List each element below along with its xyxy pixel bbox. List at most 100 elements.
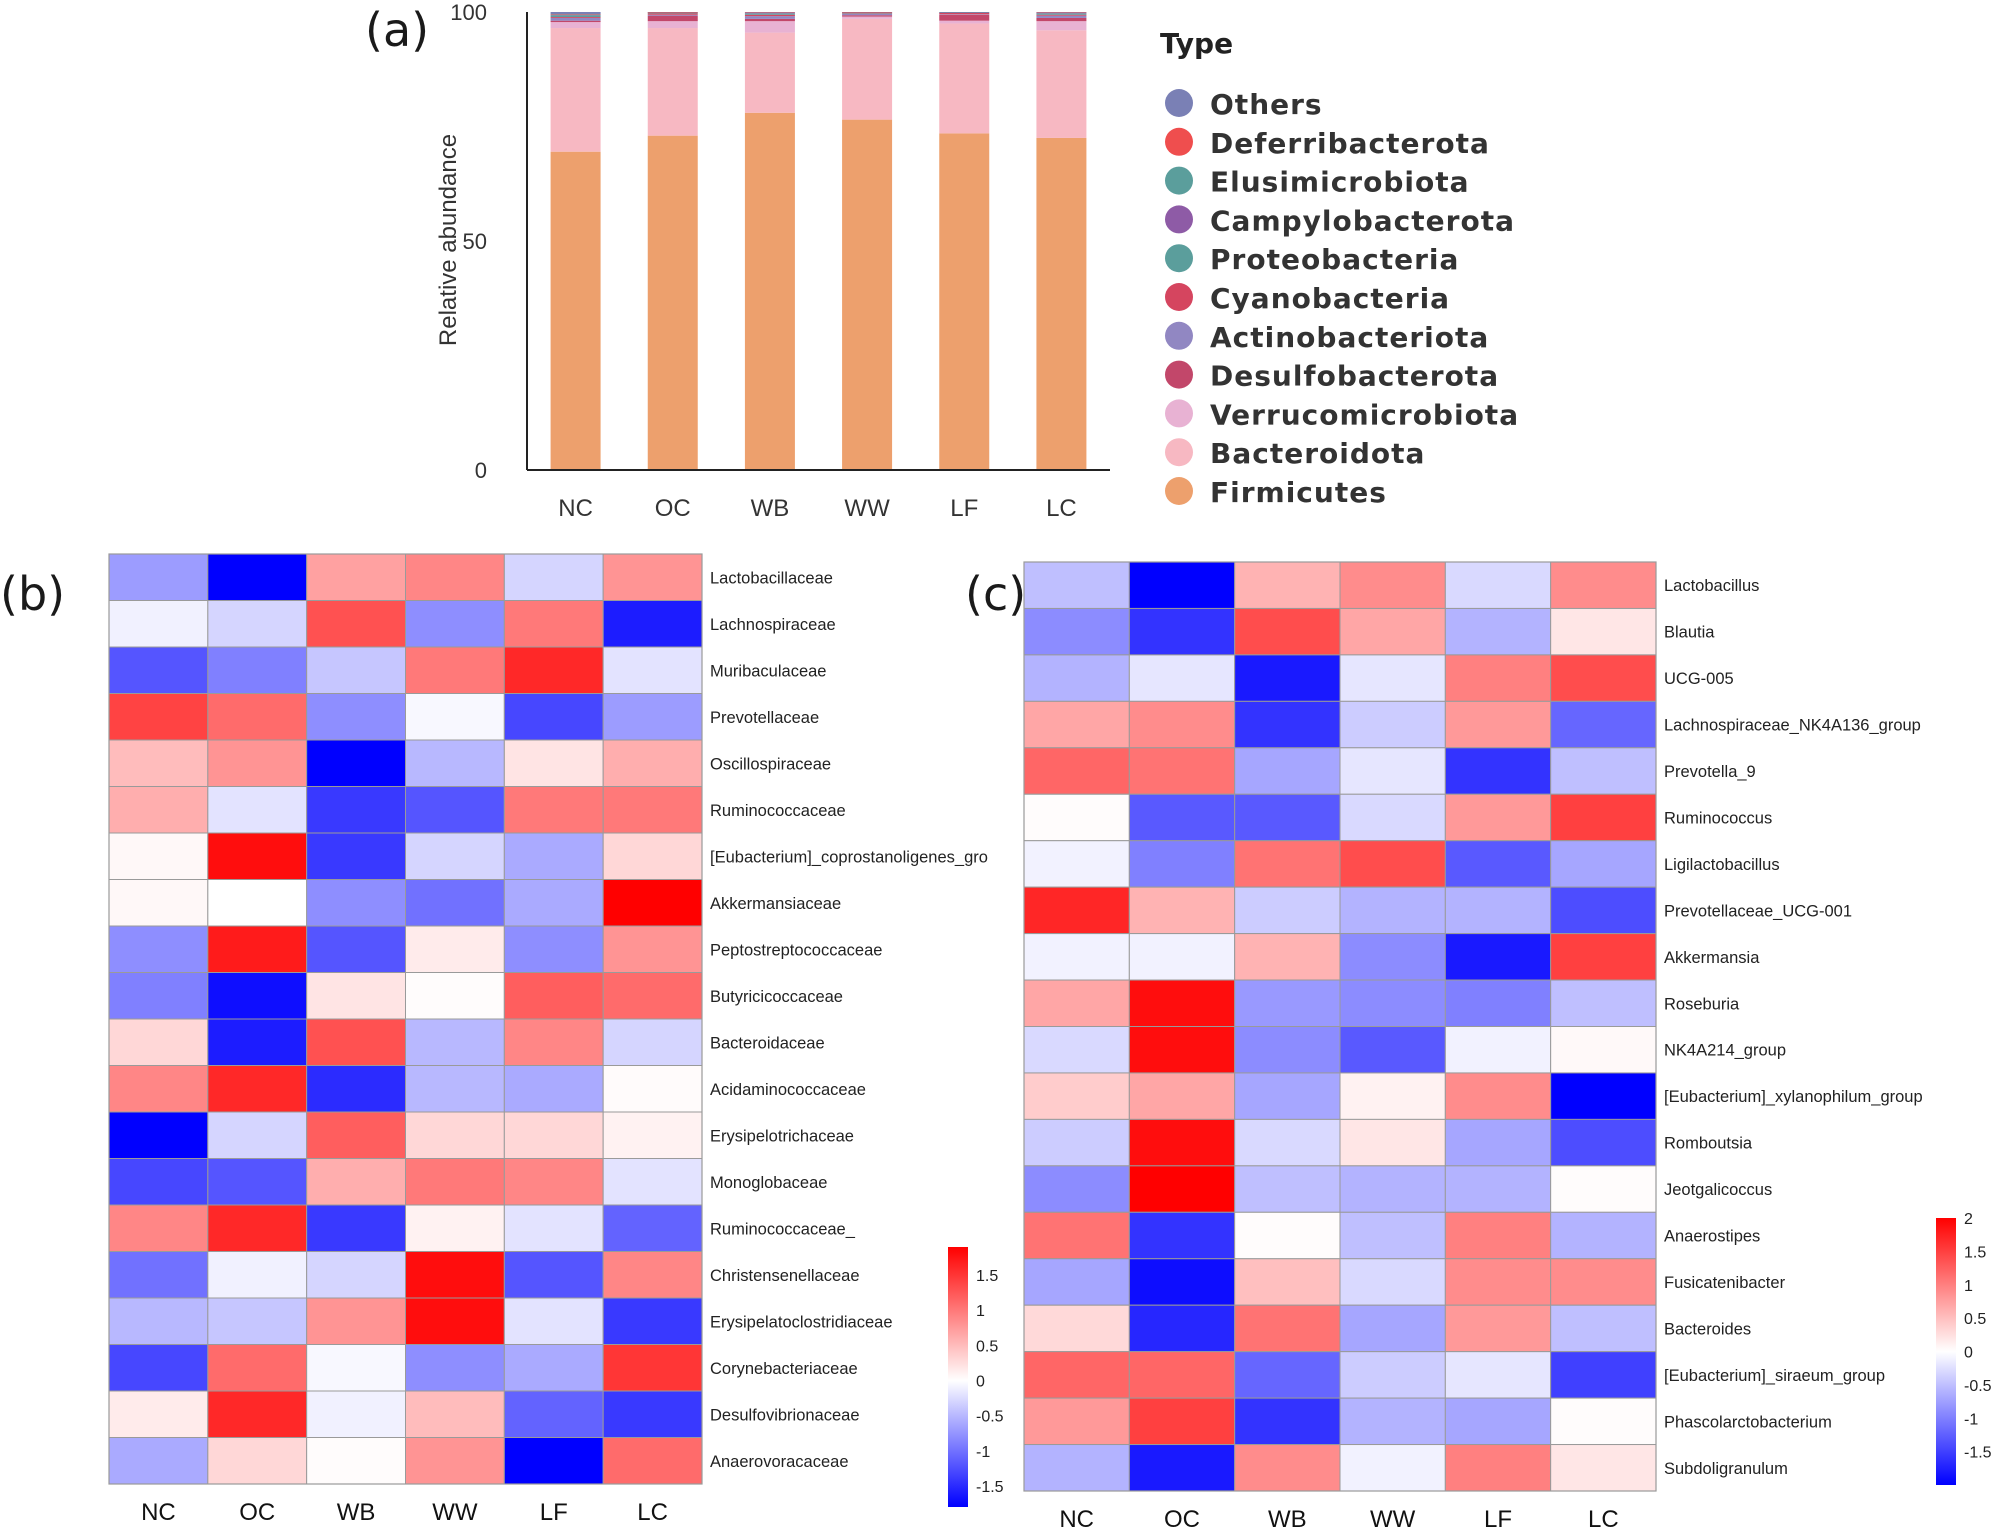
- heatmap-cell-phascolarctobacterium-ww: [1339, 1397, 1446, 1446]
- row-label-subdoligranulum: Subdoligranulum: [1664, 1460, 1788, 1478]
- heatmap-cell-prevotella-9-lf: [1444, 747, 1552, 795]
- heatmap-cell-corynebacteriaceae-nc: [108, 1344, 209, 1392]
- bar-desulfobacterota-ww: [842, 15, 893, 17]
- heatmap-cell-bacteroidaceae-ww: [405, 1018, 505, 1066]
- heatmap-cell-lactobacillus-lc: [1550, 561, 1657, 609]
- heatmap-cell-subdoligranulum-ww: [1339, 1444, 1446, 1492]
- heatmap-cell-eubacterium-xylanophilum-group-lc: [1550, 1072, 1657, 1120]
- heatmap-cell-ucg-005-lc: [1550, 654, 1657, 702]
- bar-elusimicrobiota-lc: [1036, 12, 1087, 14]
- heatmap-cell-desulfovibrionaceae-ww: [405, 1390, 505, 1438]
- row-label-lachnospiraceae-nk4a136-group: Lachnospiraceae_NK4A136_group: [1664, 717, 1921, 735]
- bar-deferribacterota-oc: [647, 12, 698, 13]
- colorbar-tick-label: 0: [976, 1374, 985, 1391]
- panel-label-a: (a): [365, 3, 429, 57]
- row-label-muribaculaceae: Muribaculaceae: [710, 662, 826, 680]
- heatmap-cell-anaerostipes-lf: [1444, 1211, 1552, 1260]
- heatmap-cell-erysipelotrichaceae-ww: [405, 1111, 505, 1159]
- heatmap-cell-muribaculaceae-nc: [108, 646, 209, 694]
- heatmap-cell-phascolarctobacterium-lf: [1444, 1397, 1552, 1446]
- heatmap-cell-monoglobaceae-lc: [602, 1158, 703, 1206]
- heatmap-cell-blautia-lc: [1550, 607, 1657, 656]
- heatmap-cell-monoglobaceae-ww: [405, 1158, 505, 1206]
- heatmap-cell-nk4a214-group-nc: [1023, 1026, 1130, 1074]
- heatmap-cell-fusicatenibacter-oc: [1128, 1258, 1236, 1306]
- heatmap-cell-lachnospiraceae-nc: [108, 600, 209, 648]
- heatmap-cell-desulfovibrionaceae-lc: [602, 1390, 703, 1438]
- heatmap-border: [108, 553, 703, 1485]
- legend-label-cyanobacteria: Cyanobacteria: [1210, 282, 1450, 315]
- heatmap-cell-monoglobaceae-lf: [503, 1158, 604, 1206]
- legend-swatch-desulfobacterota: [1165, 360, 1193, 389]
- heatmap-cell-ucg-005-nc: [1023, 654, 1130, 702]
- heatmap-cell-nk4a214-group-lc: [1550, 1026, 1657, 1074]
- bar-campylobacterota-lc: [1036, 13, 1087, 14]
- heatmap-cell-oscillospiraceae-oc: [207, 739, 308, 787]
- heatmap-cell-blautia-oc: [1128, 607, 1236, 656]
- heatmap-cell-ruminococcaceae-oc: [207, 1204, 308, 1252]
- heatmap-cell-lactobacillus-oc: [1128, 561, 1236, 609]
- legend-label-desulfobacterota: Desulfobacterota: [1210, 360, 1499, 393]
- heatmap-cell-prevotella-9-wb: [1234, 747, 1341, 795]
- heatmap-cell-bacteroidaceae-oc: [207, 1018, 308, 1066]
- heatmap-cell-fusicatenibacter-lc: [1550, 1258, 1657, 1306]
- heatmap-cell-subdoligranulum-lc: [1550, 1444, 1657, 1492]
- bar-verrucomicrobiota-wb: [744, 21, 795, 33]
- column-label-lf: LF: [1484, 1506, 1512, 1530]
- legend-swatch-bacteroidota: [1165, 438, 1193, 467]
- bar-firmicutes-nc: [550, 151, 601, 470]
- heatmap-cell-akkermansia-ww: [1339, 933, 1446, 981]
- row-label-prevotellaceae: Prevotellaceae: [710, 709, 819, 727]
- heatmap-cell-lactobacillaceae-oc: [207, 553, 308, 601]
- heatmap-cell-erysipelatoclostridiaceae-lf: [503, 1297, 604, 1345]
- heatmap-cell-prevotellaceae-ucg-001-ww: [1339, 886, 1446, 935]
- bar-verrucomicrobiota-nc: [550, 22, 601, 29]
- heatmap-cell-ruminococcus-lc: [1550, 793, 1657, 842]
- heatmap-cell-romboutsia-oc: [1128, 1118, 1236, 1167]
- heatmap-cell-ligilactobacillus-lf: [1444, 840, 1552, 888]
- heatmap-cell-butyricicoccaceae-lc: [602, 972, 703, 1020]
- heatmap-cell-subdoligranulum-nc: [1023, 1444, 1130, 1492]
- row-label-eubacterium-coprostanoligenes-gro: [Eubacterium]_coprostanoligenes_gro: [710, 848, 988, 866]
- row-label-prevotellaceae-ucg-001: Prevotellaceae_UCG-001: [1664, 902, 1852, 920]
- heatmap-cell-lactobacillaceae-lc: [602, 553, 703, 601]
- row-label-acidaminococcaceae: Acidaminococcaceae: [710, 1081, 866, 1099]
- bar-elusimicrobiota-wb: [744, 12, 795, 14]
- heatmap-cell-romboutsia-nc: [1023, 1118, 1130, 1167]
- bar-proteobacteria-lc: [1036, 13, 1087, 15]
- row-label-anaerovoracaceae: Anaerovoracaceae: [710, 1453, 849, 1471]
- heatmap-cell-anaerovoracaceae-oc: [207, 1437, 308, 1485]
- heatmap-cell-ruminococcus-wb: [1234, 793, 1341, 842]
- heatmap-cell-subdoligranulum-wb: [1234, 1444, 1341, 1492]
- y-tick-label: 0: [475, 458, 487, 483]
- heatmap-cell-romboutsia-lc: [1550, 1118, 1657, 1167]
- legend-swatch-verrucomicrobiota: [1165, 399, 1193, 428]
- row-label-lactobacillaceae: Lactobacillaceae: [710, 569, 833, 587]
- row-label-phascolarctobacterium: Phascolarctobacterium: [1664, 1413, 1832, 1431]
- x-tick-label: OC: [655, 495, 691, 522]
- heatmap-cell-lactobacillus-ww: [1339, 561, 1446, 609]
- legend-label-others: Others: [1210, 88, 1323, 121]
- row-label-akkermansia: Akkermansia: [1664, 949, 1760, 967]
- bar-firmicutes-ww: [842, 119, 893, 470]
- heatmap-cell-bacteroides-oc: [1128, 1304, 1236, 1353]
- heatmap-cell-anaerovoracaceae-lf: [503, 1437, 604, 1485]
- heatmap-cell-roseburia-ww: [1339, 979, 1446, 1027]
- row-label-bacteroidaceae: Bacteroidaceae: [710, 1034, 825, 1052]
- heatmap-cell-eubacterium-coprostanoligenes-gro-lc: [602, 832, 703, 880]
- heatmap-cell-lachnospiraceae-lf: [503, 600, 604, 648]
- heatmap-cell-erysipelotrichaceae-wb: [306, 1111, 406, 1159]
- heatmap-cell-ligilactobacillus-wb: [1234, 840, 1341, 888]
- row-label-erysipelatoclostridiaceae: Erysipelatoclostridiaceae: [710, 1313, 893, 1331]
- heatmap-cell-ligilactobacillus-lc: [1550, 840, 1657, 888]
- heatmap-cell-bacteroidaceae-lf: [503, 1018, 604, 1066]
- heatmap-cell-jeotgalicoccus-wb: [1234, 1165, 1341, 1213]
- heatmap-cell-ruminococcus-oc: [1128, 793, 1236, 842]
- heatmap-cell-bacteroidaceae-lc: [602, 1018, 703, 1066]
- heatmap-cell-lactobacillaceae-ww: [405, 553, 505, 601]
- heatmap-border: [1023, 561, 1657, 1492]
- heatmap-cell-nk4a214-group-wb: [1234, 1026, 1341, 1074]
- heatmap-cell-akkermansiaceae-oc: [207, 879, 308, 927]
- heatmap-cell-jeotgalicoccus-lf: [1444, 1165, 1552, 1213]
